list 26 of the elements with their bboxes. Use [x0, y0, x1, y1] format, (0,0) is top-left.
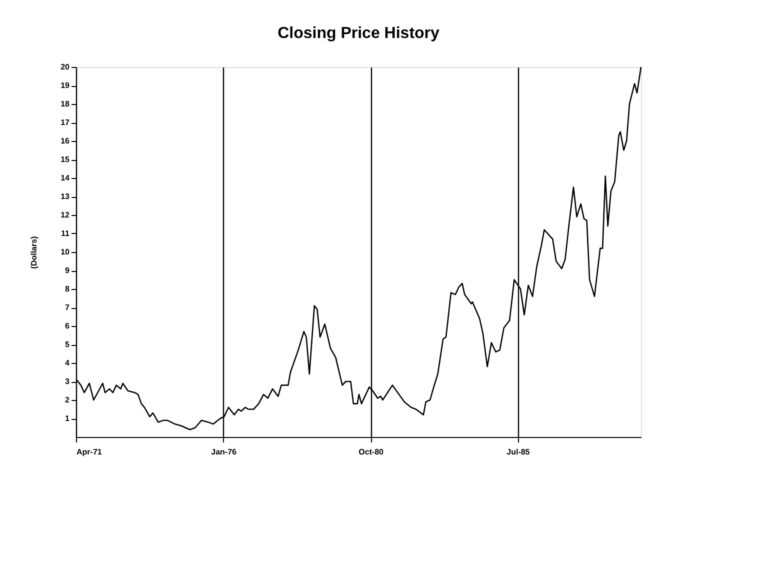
y-tick-label: 20	[60, 62, 70, 72]
y-tick-label: 13	[60, 192, 70, 201]
y-tick-label: 5	[65, 340, 70, 349]
y-tick-label: 2	[65, 396, 70, 404]
y-tick-label: 7	[65, 303, 70, 312]
x-tick-label: Jul-85	[506, 448, 530, 456]
x-tick-label: Apr-71	[76, 448, 102, 456]
y-tick-label: 1	[65, 414, 70, 423]
y-tick-label: 19	[60, 81, 70, 90]
x-tick-label: Jan-76	[211, 448, 238, 456]
y-axis-title: (Dollars)	[30, 236, 39, 269]
y-tick-label: 16	[60, 136, 70, 146]
y-tick-label: 3	[65, 377, 70, 386]
y-tick-label: 17	[60, 118, 70, 127]
chart-title: Closing Price History	[278, 25, 440, 42]
y-tick-label: 9	[65, 266, 70, 275]
y-tick-label: 15	[60, 155, 70, 164]
y-tick-label: 11	[61, 229, 70, 238]
y-tick-label: 4	[65, 358, 70, 368]
x-tick-label: Oct-80	[358, 448, 384, 456]
y-tick-label: 18	[60, 100, 70, 108]
y-tick-label: 6	[65, 322, 70, 330]
y-tick-label: 12	[60, 210, 70, 220]
y-tick-label: 14	[60, 174, 70, 182]
y-tick-label: 10	[60, 248, 70, 256]
y-tick-label: 8	[65, 284, 70, 294]
